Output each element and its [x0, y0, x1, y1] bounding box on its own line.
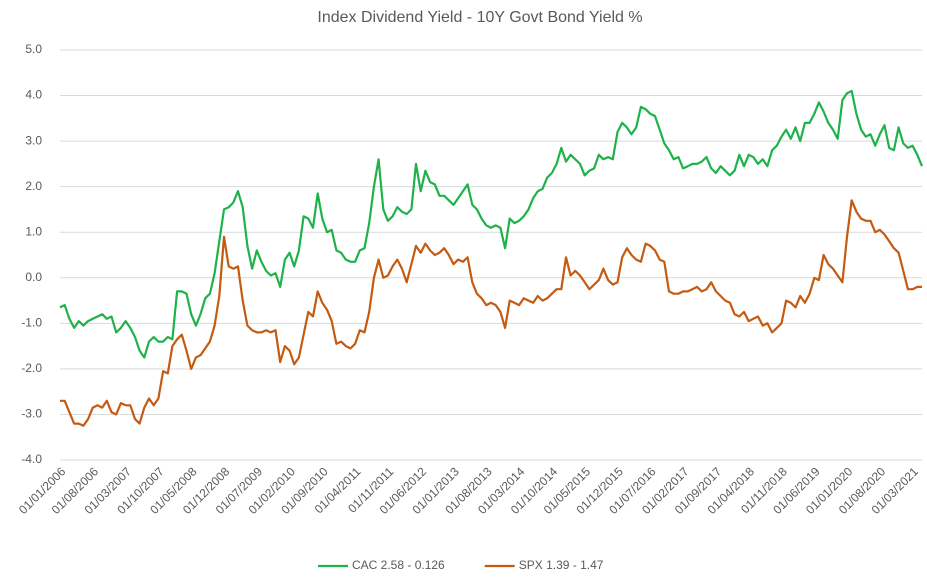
- y-tick-label: -2.0: [21, 361, 42, 375]
- series-line: [59, 89, 924, 359]
- y-tick-label: 3.0: [25, 133, 42, 147]
- y-tick-label: 4.0: [25, 88, 42, 102]
- y-tick-label: 0.0: [25, 270, 42, 284]
- legend-label: CAC 2.58 - 0.126: [352, 558, 445, 572]
- y-tick-label: 2.0: [25, 179, 42, 193]
- y-tick-label: -4.0: [21, 452, 42, 466]
- series-line: [60, 199, 922, 427]
- chart-title: Index Dividend Yield - 10Y Govt Bond Yie…: [317, 9, 642, 26]
- y-tick-label: 5.0: [25, 42, 42, 56]
- y-tick-label: -1.0: [21, 316, 42, 330]
- legend-label: SPX 1.39 - 1.47: [519, 558, 604, 572]
- y-tick-label: -3.0: [21, 407, 42, 421]
- y-tick-label: 1.0: [25, 224, 42, 238]
